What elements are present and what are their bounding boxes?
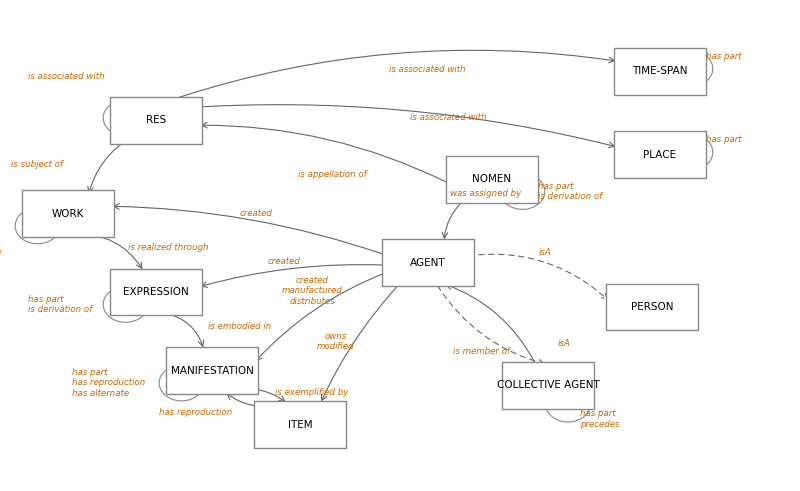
FancyBboxPatch shape [166,348,258,394]
Text: is exemplified by: is exemplified by [275,388,349,397]
Text: is appellation of: is appellation of [298,170,366,179]
FancyBboxPatch shape [614,131,706,178]
Text: RES: RES [146,115,166,125]
Text: is associated with: is associated with [28,72,105,81]
Text: is embodied in: is embodied in [208,322,272,331]
Text: created
manufactured
distributes: created manufactured distributes [282,276,342,306]
Text: has part: has part [706,52,742,61]
Text: COLLECTIVE AGENT: COLLECTIVE AGENT [497,381,599,390]
Text: AGENT: AGENT [410,258,446,268]
Text: has part
is derivation of: has part is derivation of [538,182,602,201]
Text: created: created [239,209,273,218]
FancyBboxPatch shape [614,48,706,94]
FancyBboxPatch shape [606,284,698,330]
Text: WORK: WORK [52,209,84,218]
Text: has part: has part [706,136,742,144]
FancyBboxPatch shape [446,156,538,202]
Text: PLACE: PLACE [643,150,677,160]
Text: has part
is derivation of: has part is derivation of [28,295,92,314]
Text: TIME-SPAN: TIME-SPAN [632,66,688,76]
Text: has part
precedes: has part precedes [580,409,619,429]
Text: is associated with: is associated with [389,65,466,74]
Text: has part
has reproduction
has alternate: has part has reproduction has alternate [72,368,146,398]
Text: MANIFESTATION: MANIFESTATION [170,366,254,376]
FancyBboxPatch shape [110,97,202,144]
Text: ITEM: ITEM [288,420,312,430]
Text: created: created [267,257,301,266]
FancyBboxPatch shape [502,362,594,409]
Text: NOMEN: NOMEN [473,174,511,184]
Text: isA: isA [558,339,570,348]
FancyBboxPatch shape [382,239,474,286]
Text: was assigned by: was assigned by [450,190,522,198]
Text: PERSON: PERSON [630,302,674,312]
Text: EXPRESSION: EXPRESSION [123,287,189,297]
Text: owns
modified: owns modified [317,331,355,351]
Text: is member of: is member of [453,347,510,355]
FancyBboxPatch shape [22,191,114,237]
Text: is associated with: is associated with [410,113,486,122]
Text: is subject of: is subject of [11,160,63,169]
FancyBboxPatch shape [254,402,346,448]
Text: is realized through: is realized through [128,244,208,252]
FancyBboxPatch shape [110,269,202,315]
Text: isA: isA [539,248,551,257]
Text: has reproduction: has reproduction [159,408,233,417]
